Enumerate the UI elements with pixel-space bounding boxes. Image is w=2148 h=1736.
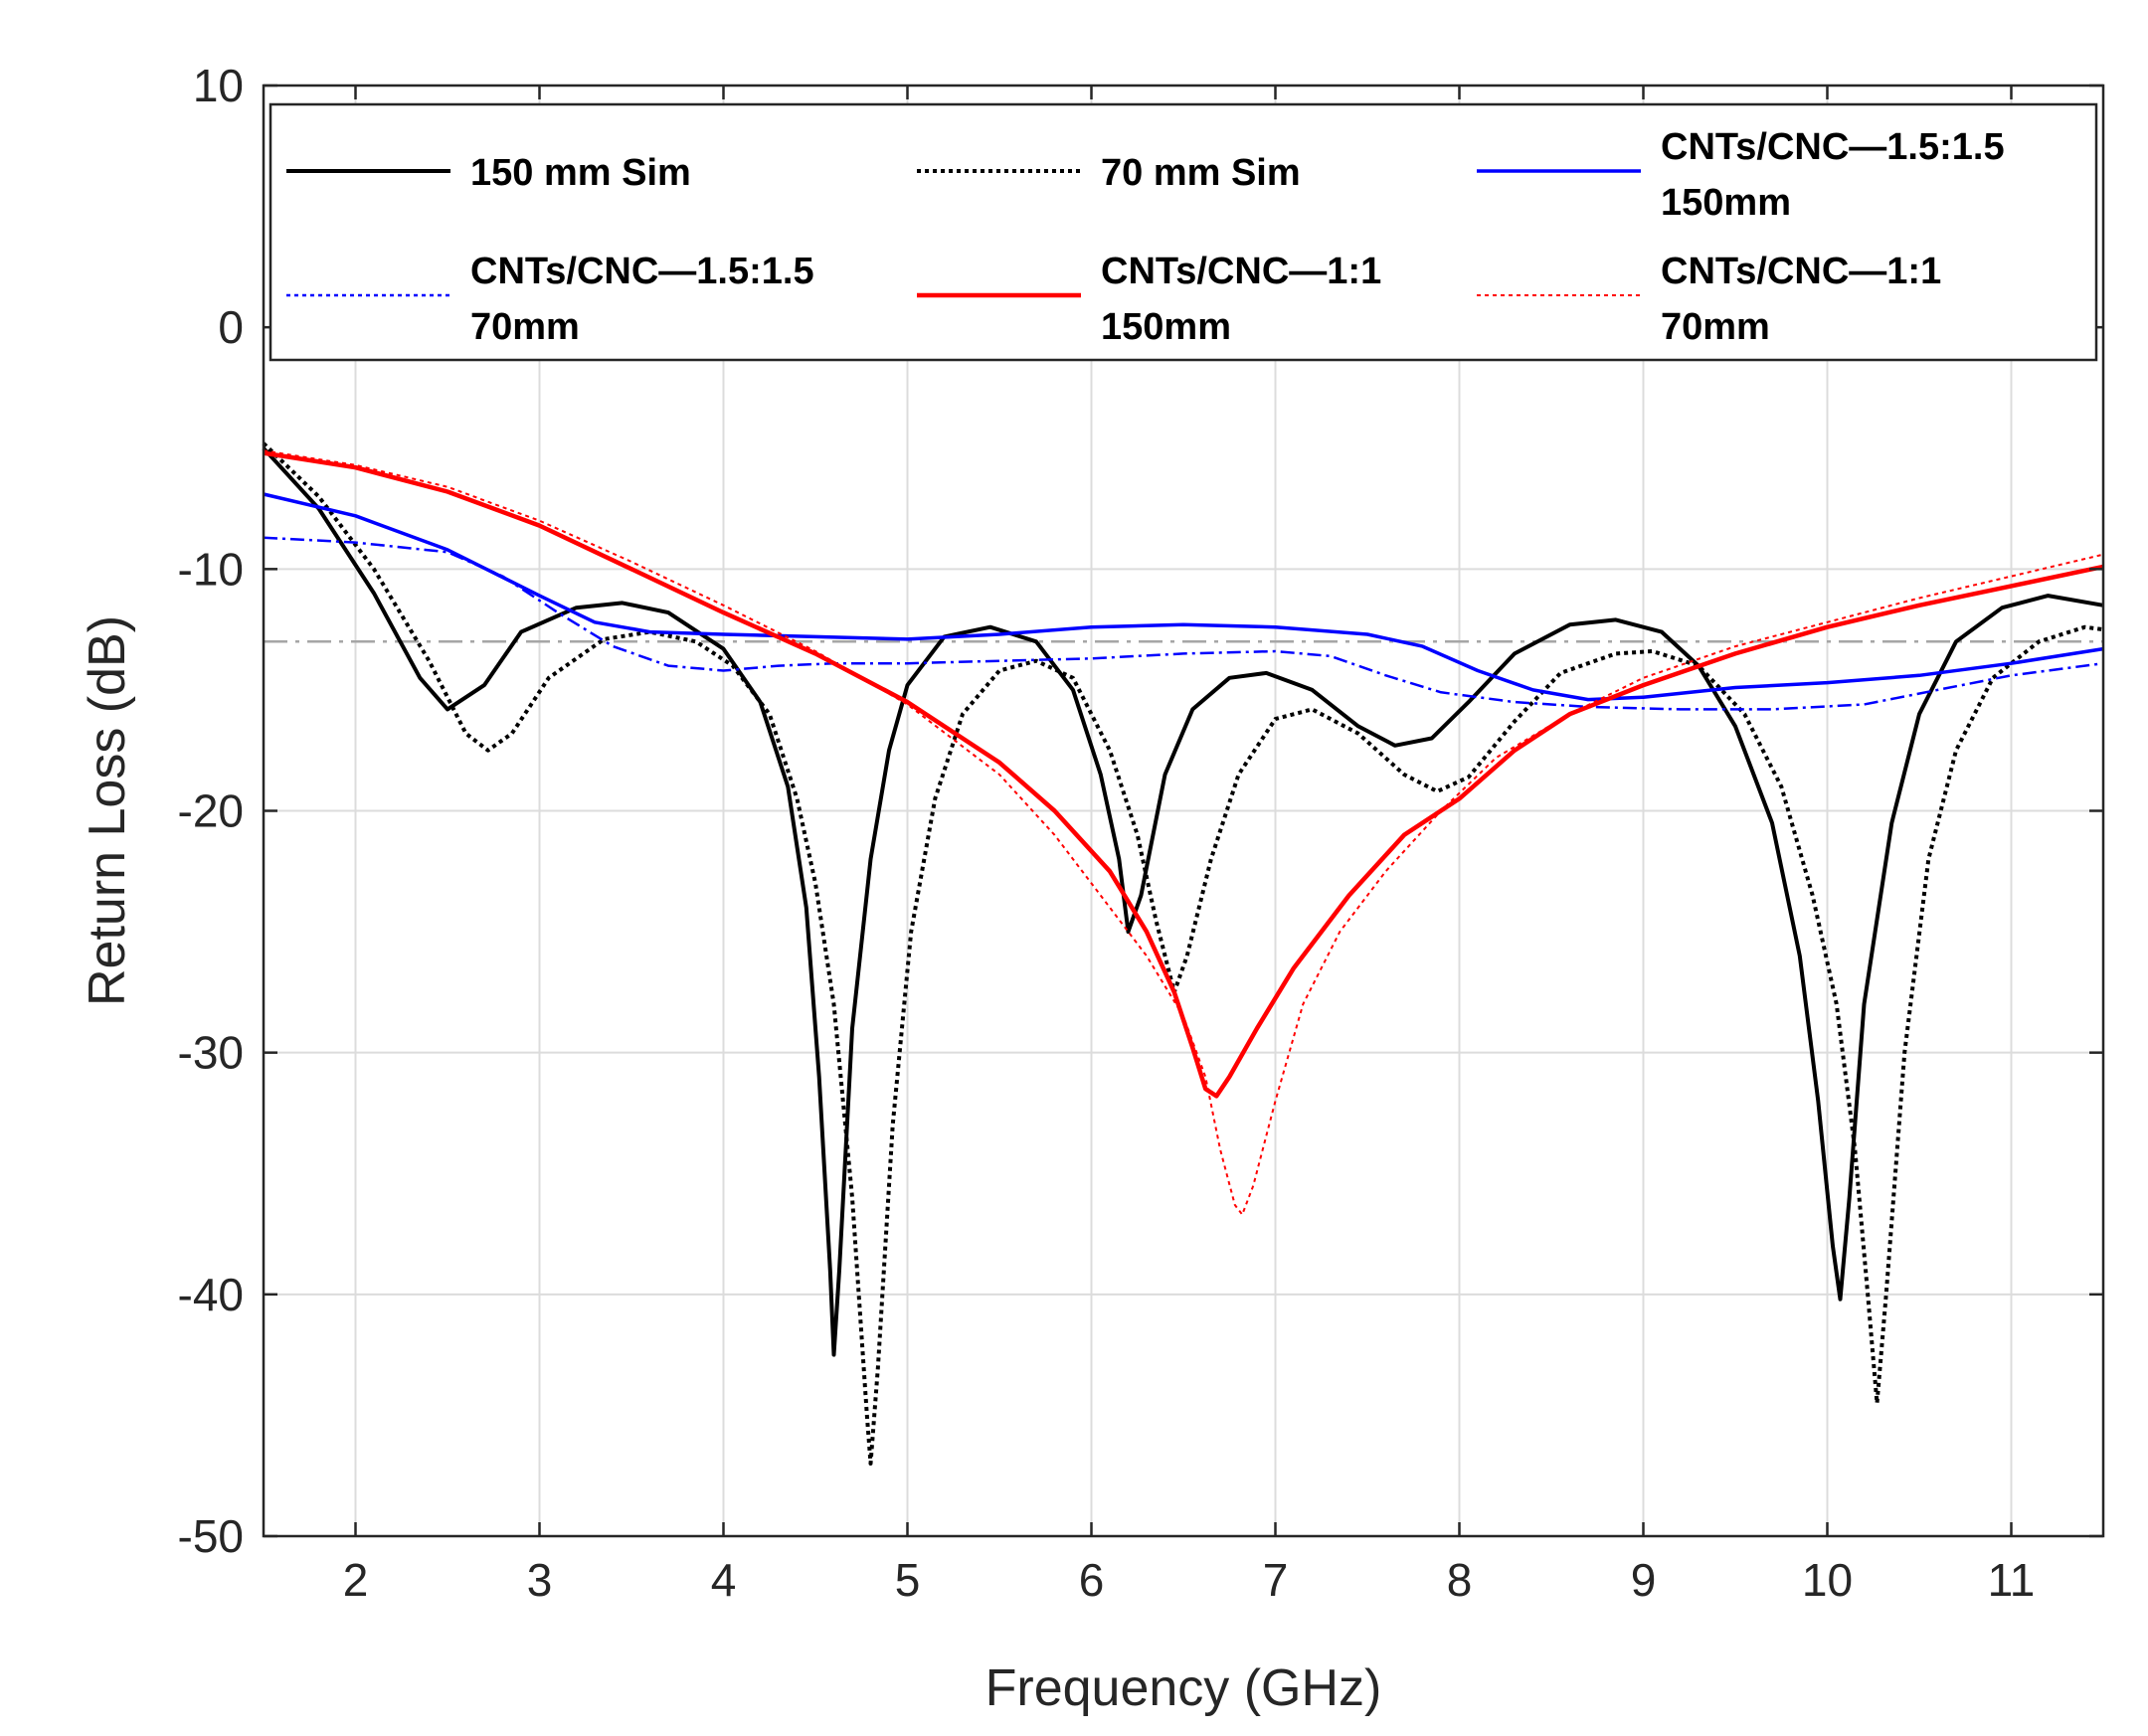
axis-ticks: 2 3 4 5 6 7 8 9 10 11 -50 -40 -30 -20 -10 0 10 (178, 60, 2103, 1606)
y-tick-label: 10 (193, 60, 244, 111)
legend-label-5: CNTs/CNC—1:1 (1101, 251, 1381, 292)
legend-label-6: CNTs/CNC—1:1 (1661, 251, 1941, 292)
series-line-5 (263, 450, 2104, 1099)
x-axis-label: Frequency (GHz) (985, 1659, 1382, 1717)
legend-label-4: 70mm (470, 306, 580, 348)
x-tick-label: 7 (1263, 1554, 1289, 1606)
x-tick-label: 6 (1079, 1554, 1105, 1606)
legend-label-5: 150mm (1101, 306, 1231, 348)
legend-label-6: 70mm (1661, 306, 1770, 348)
legend-label-4: CNTs/CNC—1.5:1.5 (470, 251, 814, 292)
x-tick-label: 8 (1447, 1554, 1473, 1606)
x-tick-label: 9 (1631, 1554, 1657, 1606)
legend: 150 mm Sim 70 mm Sim CNTs/CNC—1.5:1.5 150mm… (268, 102, 2098, 362)
series-group (262, 441, 2104, 1466)
legend-label-1: 150 mm Sim (470, 152, 691, 194)
series-line-6 (263, 449, 2104, 1216)
x-tick-label: 5 (895, 1554, 921, 1606)
x-tick-label: 10 (1802, 1554, 1853, 1606)
y-tick-label: -10 (178, 543, 244, 595)
x-tick-label: 4 (711, 1554, 737, 1606)
y-tick-label: -50 (178, 1510, 244, 1562)
x-tick-label: 3 (527, 1554, 553, 1606)
legend-box (268, 102, 2098, 362)
legend-label-2: 70 mm Sim (1101, 152, 1301, 194)
legend-label-3: 150mm (1661, 182, 1791, 224)
y-tick-label: 0 (218, 301, 244, 353)
series-line-3 (263, 492, 2104, 702)
legend-label-3: CNTs/CNC—1.5:1.5 (1661, 126, 2005, 168)
y-tick-label: -30 (178, 1027, 244, 1079)
series-line-2 (262, 441, 2104, 1466)
y-tick-label: -40 (178, 1269, 244, 1320)
y-axis-label: Return Loss (dB) (79, 615, 136, 1006)
y-tick-label: -20 (178, 785, 244, 837)
x-tick-label: 2 (343, 1554, 369, 1606)
x-tick-label: 11 (1988, 1554, 2036, 1606)
